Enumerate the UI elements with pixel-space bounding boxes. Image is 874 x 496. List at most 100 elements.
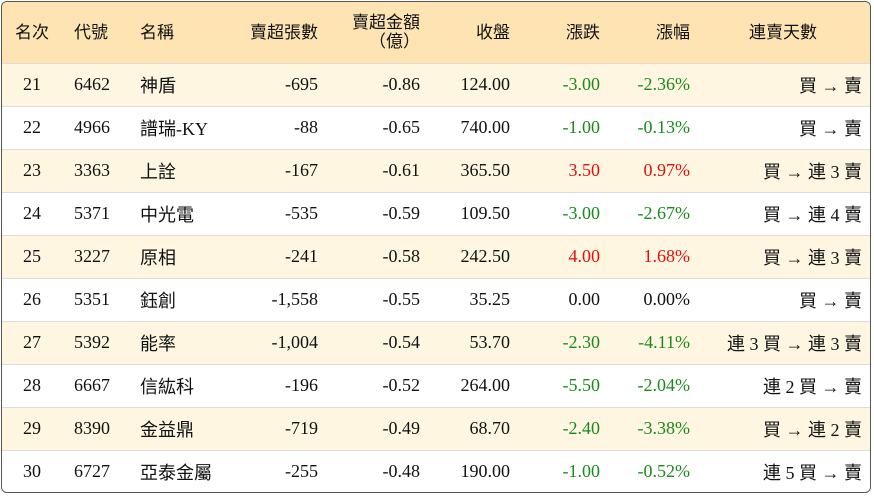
table-cell: -3.38% bbox=[637, 418, 691, 438]
table-cell: 22 bbox=[23, 117, 41, 137]
table-cell: 買 → 賣 bbox=[799, 290, 862, 311]
table-cell: 26 bbox=[23, 289, 41, 309]
table-cell: 信紘科 bbox=[140, 376, 194, 397]
table-cell: 0.00 bbox=[568, 289, 601, 309]
table-cell: -719 bbox=[285, 418, 318, 438]
table-row: 25 3227 原相 -241 -0.58 242.50 4.00 1.68% 買 → 連 3 … bbox=[2, 235, 870, 278]
header-cell: 賣超金額 （億） bbox=[324, 2, 424, 63]
table-cell: -88 bbox=[294, 117, 318, 137]
table-cell: -0.13% bbox=[637, 117, 691, 137]
table-cell: -2.04% bbox=[637, 375, 691, 395]
table-row: 28 6667 信紘科 -196 -0.52 264.00 -5.50 -2.04% 連 2 買… bbox=[2, 364, 870, 407]
table-cell: 買 → 賣 bbox=[799, 118, 862, 139]
table-row: 26 5351 鈺創 -1,558 -0.55 35.25 0.00 0.00% 買 → 賣 bbox=[2, 278, 870, 321]
table-cell: 35.25 bbox=[469, 289, 511, 309]
header-text: 漲幅 bbox=[656, 22, 690, 42]
table-cell: 6667 bbox=[74, 375, 110, 395]
header-text: 名稱 bbox=[140, 22, 174, 42]
table-cell: -2.30 bbox=[562, 332, 601, 352]
table-cell: 30 bbox=[23, 461, 41, 482]
table-cell: -167 bbox=[285, 160, 318, 180]
header-row: 名次 代號 名稱 賣超張數 賣超金額 （億） 收盤 漲跌 漲幅 連賣天數 bbox=[2, 2, 870, 63]
header-cell: 名次 bbox=[2, 2, 62, 63]
table-cell: -0.86 bbox=[382, 74, 421, 94]
table-cell: -255 bbox=[285, 461, 318, 482]
table-cell: 4966 bbox=[74, 117, 110, 137]
header-cell: 代號 bbox=[62, 2, 132, 63]
header-cell: 漲跌 bbox=[514, 2, 604, 63]
table-cell: 原相 bbox=[140, 247, 176, 268]
table-cell: 24 bbox=[23, 203, 41, 223]
table-cell: -1.00 bbox=[562, 461, 601, 482]
table-cell: -0.65 bbox=[382, 117, 421, 137]
table-cell: 鈺創 bbox=[140, 290, 176, 311]
table-cell: 0.97% bbox=[643, 160, 691, 180]
table-cell: 3363 bbox=[74, 160, 110, 180]
table-cell: -3.00 bbox=[562, 74, 601, 94]
header-text: 收盤 bbox=[476, 22, 510, 42]
table-cell: 68.70 bbox=[469, 418, 511, 438]
table-cell: -695 bbox=[285, 74, 318, 94]
table-cell: 190.00 bbox=[460, 461, 511, 482]
table-cell: 買 → 連 3 賣 bbox=[763, 161, 862, 182]
table-cell: 21 bbox=[23, 74, 41, 94]
table-cell: -1,004 bbox=[271, 332, 319, 352]
table-cell: -2.36% bbox=[637, 74, 691, 94]
table-cell: 109.50 bbox=[460, 203, 511, 223]
header-text: 連賣天數 bbox=[749, 22, 817, 42]
table-cell: -0.52% bbox=[637, 461, 691, 482]
table-cell: -5.50 bbox=[562, 375, 601, 395]
header-text: 漲跌 bbox=[566, 22, 600, 42]
table-cell: -0.61 bbox=[382, 160, 421, 180]
table-cell: 1.68% bbox=[643, 246, 691, 266]
table-cell: 28 bbox=[23, 375, 41, 395]
header-cell: 連賣天數 bbox=[694, 2, 870, 63]
table-cell: 買 → 連 2 賣 bbox=[763, 419, 862, 440]
table-cell: 3227 bbox=[74, 246, 110, 266]
table-cell: 金益鼎 bbox=[140, 419, 194, 440]
table-cell: -0.49 bbox=[382, 418, 421, 438]
table-cell: -1,558 bbox=[271, 289, 319, 309]
table-row: 24 5371 中光電 -535 -0.59 109.50 -3.00 -2.67% 買 → 連… bbox=[2, 192, 870, 235]
header-cell: 賣超張數 bbox=[222, 2, 324, 63]
table-cell: 中光電 bbox=[140, 204, 194, 225]
header-text: 名次 bbox=[15, 22, 49, 42]
table-cell: 27 bbox=[23, 332, 41, 352]
table-cell: -0.52 bbox=[382, 375, 421, 395]
table-cell: -2.40 bbox=[562, 418, 601, 438]
table-cell: 53.70 bbox=[469, 332, 511, 352]
table-cell: 365.50 bbox=[460, 160, 511, 180]
table-cell: 譜瑞-KY bbox=[140, 118, 208, 139]
table-cell: 242.50 bbox=[460, 246, 511, 266]
table-row: 30 6727 亞泰金屬 -255 -0.48 190.00 -1.00 -0.52% 連 5 … bbox=[2, 450, 870, 492]
table-cell: -0.48 bbox=[382, 461, 421, 482]
table-cell: 6462 bbox=[74, 74, 110, 94]
table-cell: 4.00 bbox=[568, 246, 601, 266]
table-cell: -1.00 bbox=[562, 117, 601, 137]
table-cell: 連 2 買 → 賣 bbox=[763, 376, 862, 397]
table-cell: 264.00 bbox=[460, 375, 511, 395]
table-cell: 5371 bbox=[74, 203, 110, 223]
table-cell: 買 → 連 4 賣 bbox=[763, 204, 862, 225]
header-text: 代號 bbox=[74, 22, 108, 42]
table-cell: -3.00 bbox=[562, 203, 601, 223]
table-cell: 連 5 買 → 賣 bbox=[763, 462, 862, 483]
table-row: 23 3363 上詮 -167 -0.61 365.50 3.50 0.97% 買 → 連 3 … bbox=[2, 149, 870, 192]
table-row: 29 8390 金益鼎 -719 -0.49 68.70 -2.40 -3.38% 買 → 連 … bbox=[2, 407, 870, 450]
table-cell: 6727 bbox=[74, 461, 110, 482]
header-cell: 名稱 bbox=[132, 2, 222, 63]
table-cell: 買 → 連 3 賣 bbox=[763, 247, 862, 268]
table-cell: 買 → 賣 bbox=[799, 75, 862, 96]
table-cell: 5392 bbox=[74, 332, 110, 352]
header-text: 賣超張數 bbox=[250, 22, 318, 42]
table-cell: 5351 bbox=[74, 289, 110, 309]
table-cell: 740.00 bbox=[460, 117, 511, 137]
table-cell: 23 bbox=[23, 160, 41, 180]
table-cell: 124.00 bbox=[460, 74, 511, 94]
table-header: 名次 代號 名稱 賣超張數 賣超金額 （億） 收盤 漲跌 漲幅 連賣天數 bbox=[2, 2, 870, 63]
table-cell: 25 bbox=[23, 246, 41, 266]
table-cell: 29 bbox=[23, 418, 41, 438]
table-cell: -0.58 bbox=[382, 246, 421, 266]
